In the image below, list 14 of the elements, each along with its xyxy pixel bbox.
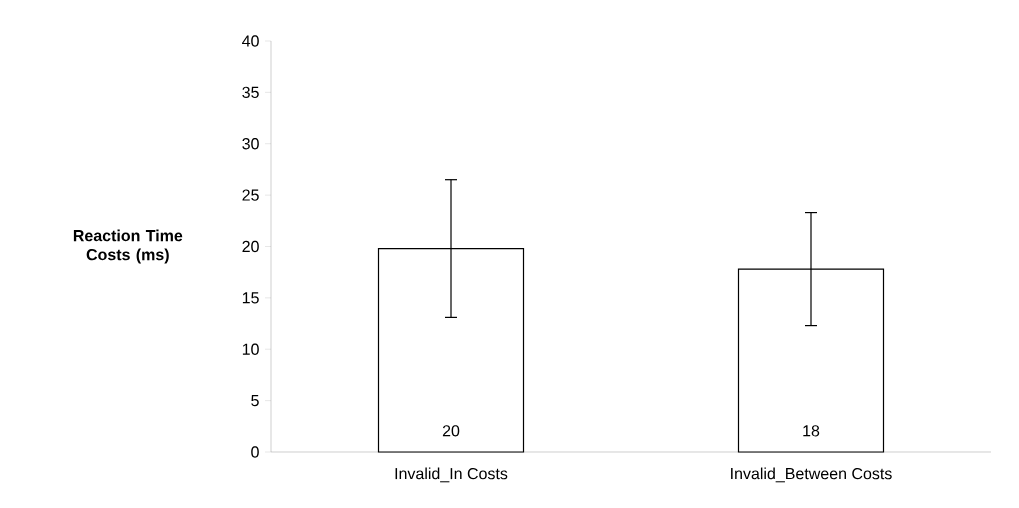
data-label: 20 xyxy=(442,425,460,437)
y-tick-label: 35 xyxy=(242,86,259,99)
y-tick-label: 25 xyxy=(242,189,259,201)
y-tick-label: 40 xyxy=(242,35,259,47)
y-axis-title: Reaction Time Costs (ms) xyxy=(73,229,183,264)
y-tick-label: 20 xyxy=(242,240,259,253)
x-tick-label: Invalid_Between Costs xyxy=(731,467,892,483)
y-tick-label: 30 xyxy=(242,138,259,150)
y-tick-label: 0 xyxy=(251,446,259,458)
y-tick-label: 5 xyxy=(251,395,259,407)
x-tick-label: Invalid_In Costs xyxy=(395,467,508,483)
y-tick-label: 10 xyxy=(242,343,259,355)
data-label: 18 xyxy=(803,425,820,437)
y-tick-label: 15 xyxy=(242,292,259,304)
